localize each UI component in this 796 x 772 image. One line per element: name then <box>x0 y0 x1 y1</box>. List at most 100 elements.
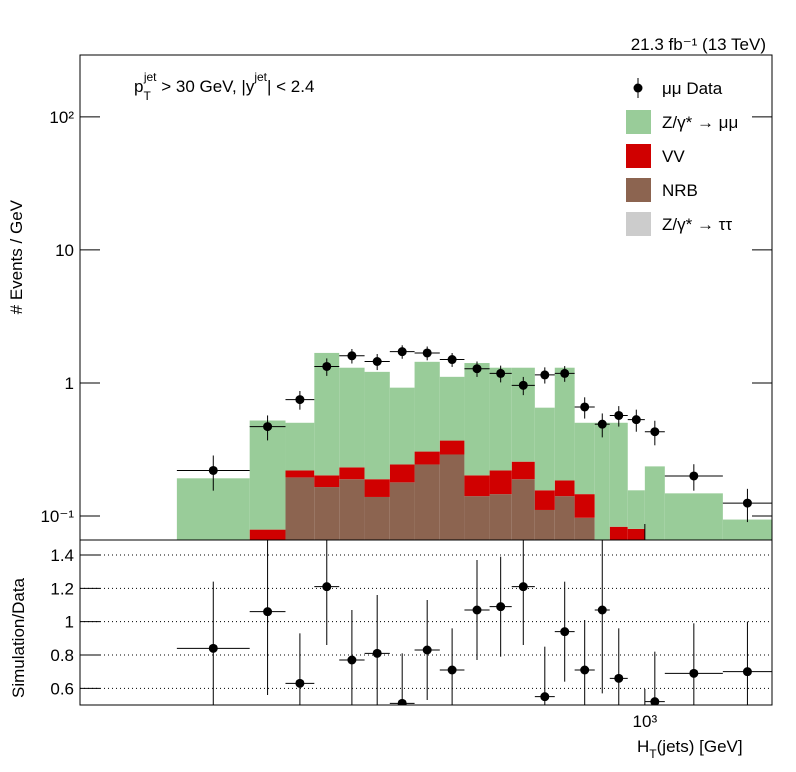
lumi-label: 21.3 fb⁻¹ (13 TeV) <box>631 35 766 54</box>
stack-segment <box>364 479 390 497</box>
data-point <box>614 410 624 420</box>
stack-segment <box>609 422 628 527</box>
data-point <box>560 627 570 637</box>
stack-segment <box>285 422 315 471</box>
stack-segment <box>314 487 340 540</box>
data-point <box>208 643 218 653</box>
stack-segment <box>511 479 535 540</box>
stack-segment <box>534 407 555 491</box>
cut-label-part: T <box>143 89 151 103</box>
stack-segment <box>489 470 512 495</box>
stack-segment <box>389 387 415 465</box>
data-point <box>372 356 382 366</box>
stack-segment <box>574 494 595 518</box>
data-point <box>347 351 357 361</box>
stack-segment <box>285 470 315 478</box>
data-point <box>518 582 528 592</box>
x-label-part: T <box>649 747 657 761</box>
stack-segment <box>464 475 490 497</box>
stack-segment <box>176 478 250 540</box>
cut-label-part: jet <box>253 70 267 84</box>
cut-label-part: jet <box>143 70 157 84</box>
axes: 10⁻¹ 1 10 10² μμ Data Z/γ* → μμ VV NRB Z/γ* → ττ… <box>40 78 772 731</box>
data-point <box>347 655 357 665</box>
legend-swatch <box>626 212 651 236</box>
stack-segment <box>489 367 512 471</box>
data-point <box>295 395 305 405</box>
stack-segment <box>464 496 490 540</box>
stack-segment <box>627 528 645 540</box>
legend-label: Z/γ* → ττ <box>662 215 732 234</box>
data-point <box>397 347 407 357</box>
stack-segment <box>554 367 575 481</box>
data-point <box>447 355 457 365</box>
data-point <box>322 361 332 371</box>
stack-segment <box>414 451 440 465</box>
legend-label: NRB <box>662 181 698 200</box>
stack-segment <box>627 490 645 529</box>
stack-segment <box>554 480 575 497</box>
stack-segment <box>364 496 390 540</box>
stack-segment <box>439 440 465 455</box>
stack-segment <box>249 529 286 540</box>
legend-label: VV <box>662 147 685 166</box>
data-point <box>597 605 607 615</box>
data-point <box>560 368 570 378</box>
data-point <box>540 370 550 380</box>
data-point <box>422 645 432 655</box>
data-point <box>742 498 752 508</box>
data-point <box>614 673 624 683</box>
data-point <box>295 678 305 688</box>
y-tick-label: 10² <box>49 108 74 127</box>
cut-label: pTjet > 30 GeV, |yjet| < 2.4 <box>134 70 314 103</box>
data-point <box>372 648 382 658</box>
data-point <box>322 582 332 592</box>
stack-segment <box>511 461 535 480</box>
cut-label-part: | < 2.4 <box>267 77 314 96</box>
stack-segment <box>664 493 723 540</box>
stack-segment <box>645 554 665 582</box>
data-point <box>540 692 550 702</box>
y-tick-label: 10 <box>55 241 74 260</box>
data-point <box>447 665 457 675</box>
stack-segment <box>609 526 628 540</box>
legend-swatch <box>626 110 651 134</box>
lower-plot <box>176 540 772 705</box>
stack-segment <box>489 494 512 540</box>
y-tick-label: 1.2 <box>50 579 74 598</box>
legend-label: Z/γ* → μμ <box>662 113 738 132</box>
legend-swatch <box>626 144 651 168</box>
cut-label-part: > 30 GeV, |y <box>157 77 255 96</box>
data-point <box>580 665 590 675</box>
data-point <box>397 698 407 705</box>
data-point <box>472 364 482 374</box>
legend-marker <box>633 83 643 93</box>
data-point <box>496 602 506 612</box>
stack-segment <box>414 464 440 540</box>
stack-segment <box>574 422 595 495</box>
data-point <box>518 380 528 390</box>
data-point <box>208 465 218 475</box>
legend-label: μμ Data <box>662 79 723 98</box>
x-axis-label: HT(jets) [GeV] <box>637 737 743 761</box>
stack-segment <box>389 482 415 540</box>
stack-segment <box>534 509 555 540</box>
ratio-axis-label: Simulation/Data <box>9 577 28 698</box>
stack-segment <box>339 467 365 480</box>
data-point <box>650 697 660 705</box>
stack-segment <box>644 466 665 540</box>
stack-segment <box>339 367 365 468</box>
stack-segment <box>511 367 535 462</box>
stack-segment <box>339 479 365 540</box>
data-point <box>422 348 432 358</box>
stack-segment <box>414 361 440 452</box>
y-tick-label: 0.8 <box>50 646 74 665</box>
stack-segment <box>389 464 415 483</box>
cut-label-part: p <box>134 77 143 96</box>
stack-segment <box>364 371 390 480</box>
lower-frame <box>79 539 773 706</box>
stack-segment <box>464 363 490 476</box>
x-tick-label: 10³ <box>633 712 658 731</box>
y-tick-label: 1 <box>65 374 74 393</box>
